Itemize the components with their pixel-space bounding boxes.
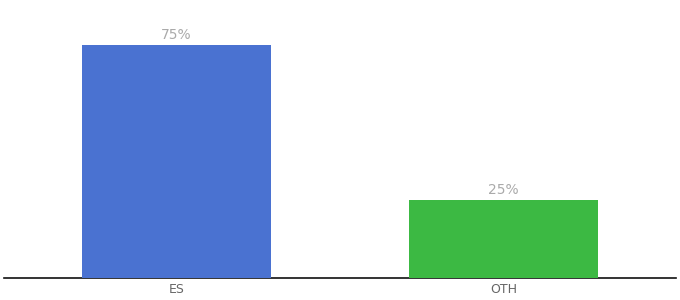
- Text: 75%: 75%: [161, 28, 192, 41]
- Bar: [82, 45, 271, 278]
- Bar: [409, 200, 598, 278]
- Text: 25%: 25%: [488, 183, 519, 197]
